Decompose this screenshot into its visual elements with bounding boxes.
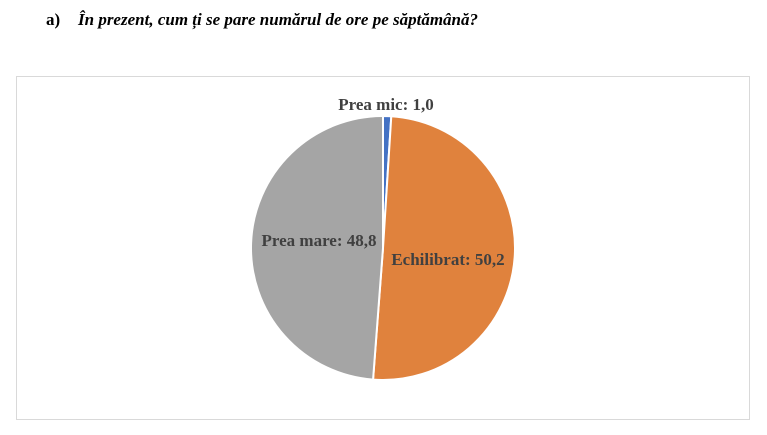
pie-slice-prea-mare — [250, 114, 384, 381]
pie-slice-echilibrat — [371, 115, 516, 381]
question-number: a) — [46, 10, 61, 29]
data-label-prea-mic: Prea mic: 1,0 — [338, 95, 434, 114]
question-heading: a) În prezent, cum ți se pare numărul de … — [46, 10, 478, 30]
question-text: În prezent, cum ți se pare numărul de or… — [78, 10, 479, 29]
data-label-echilibrat: Echilibrat: 50,2 — [391, 250, 504, 269]
data-label-prea-mare: Prea mare: 48,8 — [261, 231, 376, 250]
